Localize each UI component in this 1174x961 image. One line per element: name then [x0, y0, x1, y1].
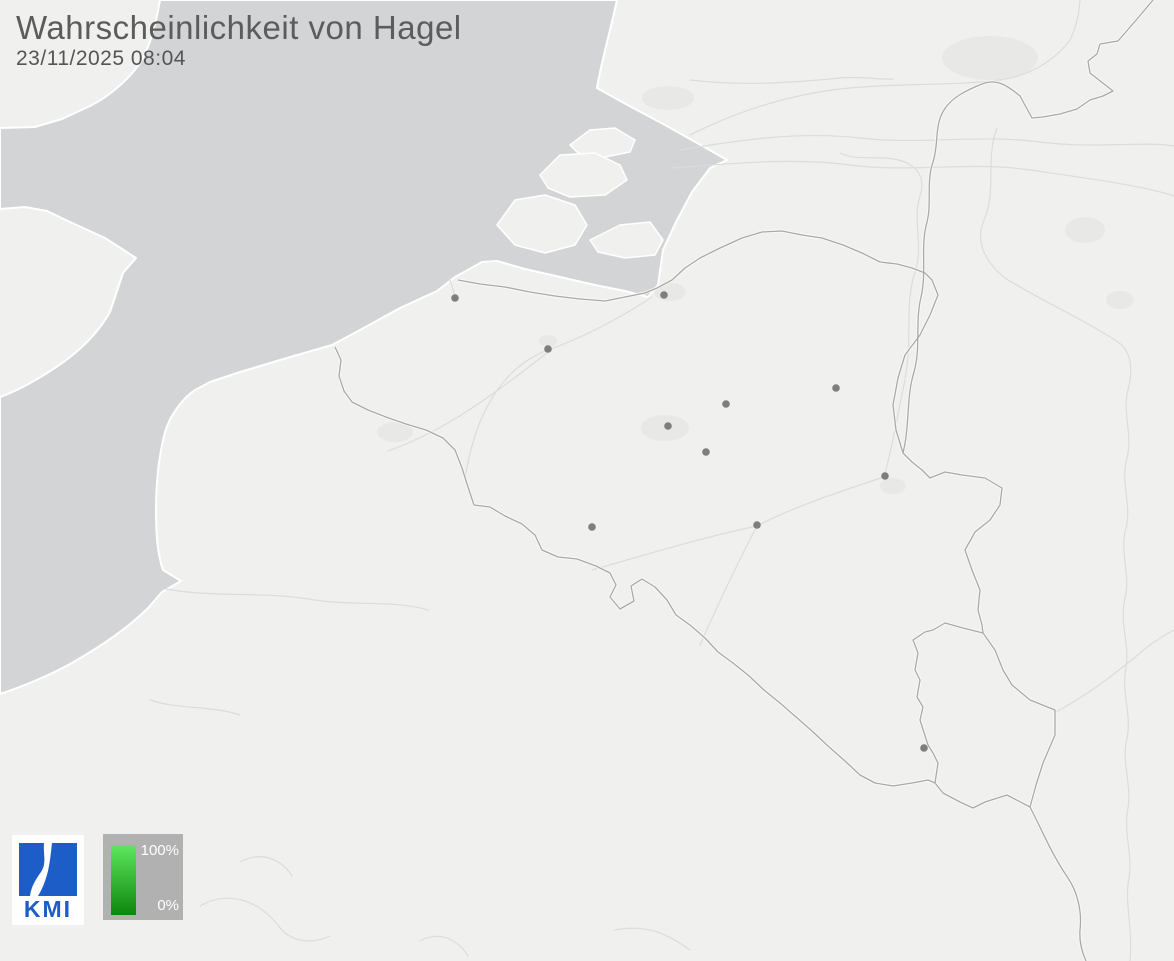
city-dots	[451, 291, 928, 752]
kmi-logo-text: KMI	[23, 896, 73, 922]
city-dot	[588, 523, 596, 531]
city-dot	[451, 294, 459, 302]
kmi-logo: KMI	[12, 835, 84, 925]
city-dot	[702, 448, 710, 456]
kmi-logo-icon	[19, 843, 77, 896]
urban-areas	[377, 36, 1134, 494]
city-dot	[920, 744, 928, 752]
legend-max-label: 100%	[140, 842, 179, 859]
city-dot	[832, 384, 840, 392]
legend-gradient-bar	[111, 845, 136, 915]
page-title: Wahrscheinlichkeit von Hagel	[16, 9, 462, 46]
city-dot	[881, 472, 889, 480]
map-header: Wahrscheinlichkeit von Hagel 23/11/2025 …	[16, 9, 462, 71]
delta-islands	[496, 127, 664, 259]
city-dot	[660, 291, 668, 299]
city-dot	[722, 400, 730, 408]
legend-min-label: 0%	[157, 897, 179, 914]
city-dot	[544, 345, 552, 353]
probability-legend: 100% 0%	[103, 834, 183, 920]
city-dot	[664, 422, 672, 430]
timestamp: 23/11/2025 08:04	[16, 47, 186, 70]
city-dot	[753, 521, 761, 529]
rivers	[149, 0, 1174, 961]
